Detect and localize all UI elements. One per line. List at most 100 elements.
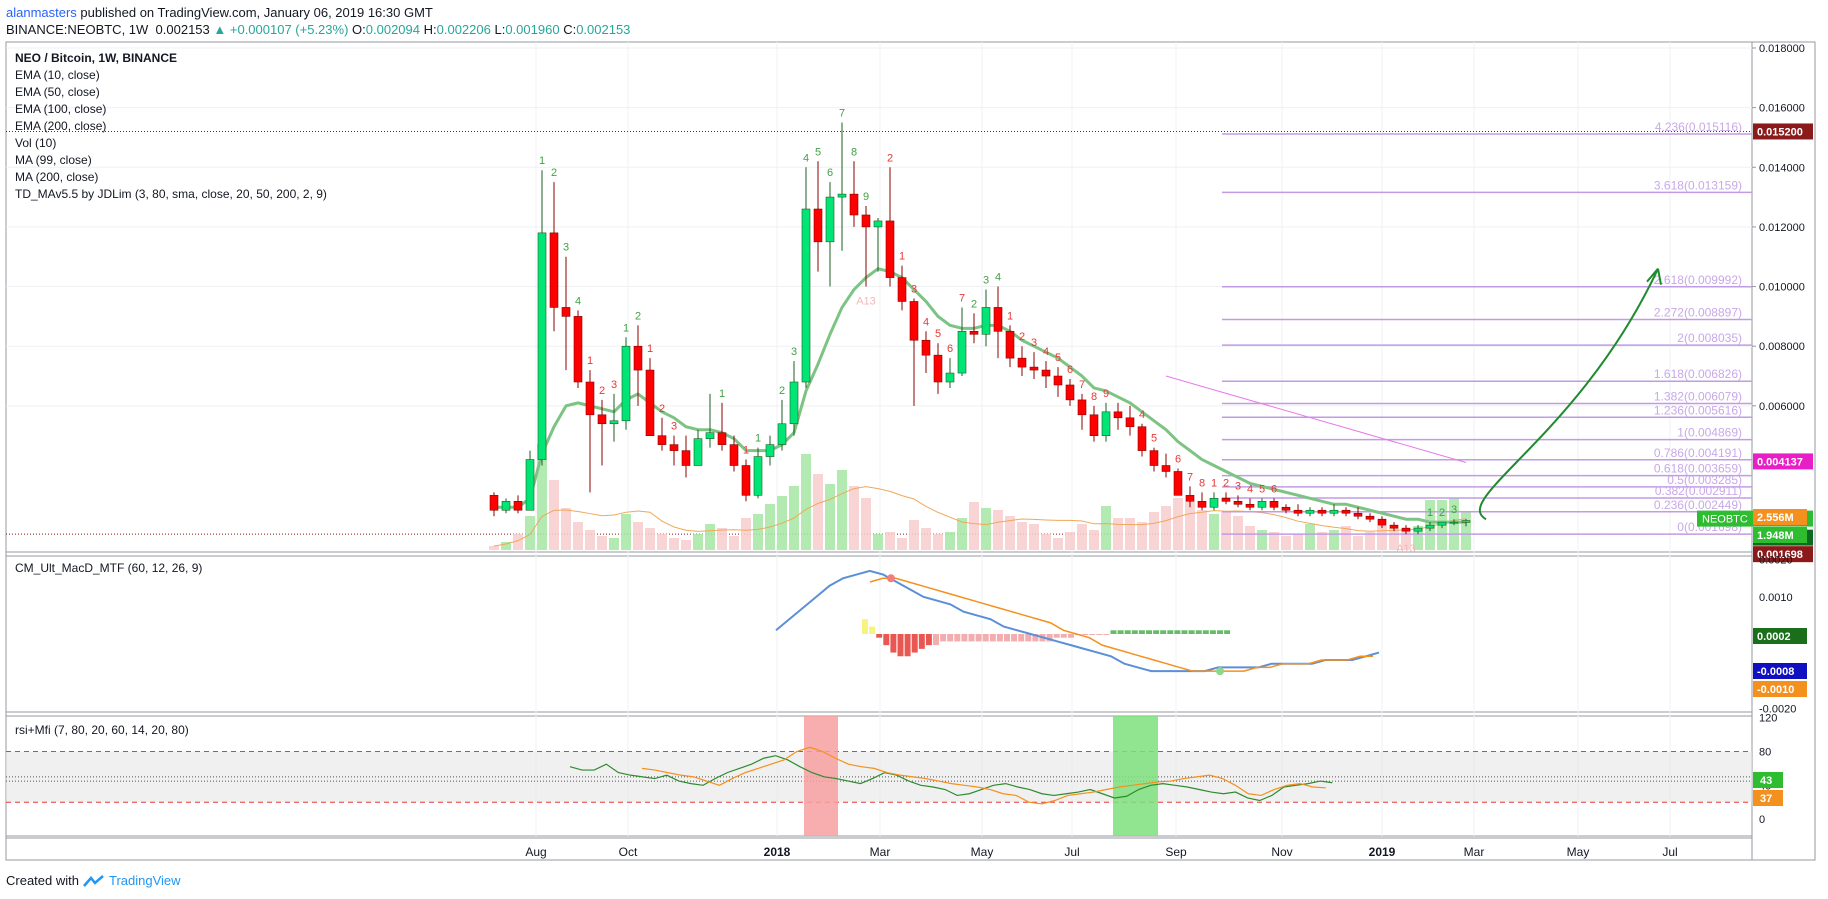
candle-body (717, 432, 727, 445)
volume-bar (489, 546, 499, 550)
legend-item[interactable]: MA (99, close) (15, 153, 92, 167)
td-count-label: 2 (971, 298, 977, 310)
volume-bar (633, 522, 643, 550)
candle-body (1425, 524, 1435, 529)
td-count-label: 1 (719, 388, 725, 400)
rsi-value-tag-label: 43 (1760, 775, 1772, 787)
volume-bar (981, 508, 991, 550)
volume-bar (1401, 530, 1411, 550)
fib-level-label: 1.236(0.005616) (1654, 403, 1742, 417)
legend-item[interactable]: Vol (10) (15, 136, 57, 150)
volume-bar (537, 444, 547, 550)
macd-legend[interactable]: CM_Ult_MacD_MTF (60, 12, 26, 9) (15, 561, 203, 575)
td-count-label: 8 (1091, 391, 1097, 403)
td-count-label: 3 (1031, 337, 1037, 349)
price-change: ▲ +0.000107 (+5.23%) (213, 22, 349, 37)
macd-histogram-bar (1053, 634, 1060, 638)
x-tick-label: Nov (1271, 845, 1292, 859)
candle-body (1341, 509, 1351, 514)
legend-item[interactable]: EMA (100, close) (15, 102, 107, 116)
legend-item[interactable]: EMA (50, close) (15, 85, 100, 99)
macd-histogram-bar (862, 619, 868, 634)
candle-body (633, 345, 643, 371)
publish-line: alanmasters published on TradingView.com… (6, 5, 433, 20)
legend-item[interactable]: MA (200, close) (15, 170, 99, 184)
volume-bar (1137, 522, 1147, 550)
td-count-label: 1 (1427, 507, 1433, 519)
rsi-legend[interactable]: rsi+Mfi (7, 80, 20, 60, 14, 20, 80) (15, 723, 189, 737)
volume-bar (573, 522, 583, 550)
volume-bar (1461, 511, 1471, 550)
volume-bar (1077, 524, 1087, 550)
volume-bar (1113, 518, 1123, 550)
candle-body (489, 495, 499, 511)
candle-body (621, 345, 631, 422)
legend-item[interactable]: TD_MAv5.5 by JDLim (3, 80, sma, close, 2… (15, 187, 327, 201)
volume-bar (1149, 512, 1159, 550)
tradingview-brand[interactable]: TradingView (108, 873, 181, 888)
legend-item[interactable]: EMA (10, close) (15, 68, 100, 82)
candle-body (645, 369, 655, 436)
td-count-label: 4 (575, 295, 581, 307)
volume-bar (1233, 516, 1243, 550)
volume-bar (1377, 526, 1387, 550)
candle-body (945, 372, 955, 383)
candle-body (1041, 369, 1051, 377)
price-tag-label: 0.015200 (1757, 126, 1803, 138)
x-tick-label: May (1567, 845, 1590, 859)
macd-histogram-bar (933, 634, 939, 646)
volume-bar (1221, 512, 1231, 550)
author-link[interactable]: alanmasters (6, 5, 77, 20)
volume-tag-bg (1753, 527, 1807, 543)
volume-bar (705, 524, 715, 550)
volume-ma-line (493, 486, 1467, 547)
td-count-label: 7 (839, 108, 845, 120)
tradingview-logo-icon (83, 874, 104, 887)
chart-header: alanmasters published on TradingView.com… (6, 4, 630, 38)
macd-value-tag-label: 0.0002 (1757, 631, 1791, 643)
td-count-label: 3 (1235, 480, 1241, 492)
td-count-label: 8 (1199, 477, 1205, 489)
macd-signal-line (869, 577, 1374, 672)
td-count-label: 5 (1259, 483, 1265, 495)
candle-body (729, 444, 739, 466)
fib-level-label: 0.786(0.004191) (1654, 446, 1742, 460)
td-count-label: 1 (587, 355, 593, 367)
volume-bar (1065, 532, 1075, 550)
volume-bar (561, 508, 571, 550)
td-count-label: 1 (539, 155, 545, 167)
rsi-oversold-zone (1113, 716, 1158, 836)
candle-body (1029, 366, 1039, 371)
macd-histogram-bar (996, 634, 1003, 642)
legend-title: NEO / Bitcoin, 1W, BINANCE (15, 51, 178, 65)
legend-item[interactable]: EMA (200, close) (15, 119, 107, 133)
volume-bar (549, 480, 559, 550)
volume-bar (1413, 526, 1423, 550)
projection-arrow-head (1646, 268, 1662, 285)
candle-body (1125, 417, 1135, 428)
macd-histogram-bar (869, 626, 876, 634)
macd-histogram-bar (975, 634, 982, 642)
price-tag: 0.004137 (1753, 453, 1813, 470)
x-tick-label: 2018 (764, 845, 791, 859)
candle-body (1449, 521, 1459, 524)
volume-bar (1209, 514, 1219, 550)
candle-body (669, 444, 679, 451)
candle-body (753, 456, 763, 496)
volume-bar (921, 528, 931, 550)
volume-bar (945, 532, 955, 550)
candle-body (837, 193, 847, 198)
fib-level-label: 0.382(0.002911) (1655, 484, 1742, 498)
candle-body (657, 435, 667, 445)
volume-bar (1353, 536, 1363, 550)
candle-body (1317, 509, 1327, 514)
volume-bar (645, 528, 655, 550)
candle-body (1161, 465, 1171, 472)
candle-body (1185, 495, 1195, 502)
volume-bar (1365, 532, 1375, 550)
macd-histogram-bar (968, 634, 975, 642)
candle-body (1113, 411, 1123, 419)
volume-bar (621, 514, 631, 550)
macd-y-tick-label: 0.0020 (1759, 555, 1793, 567)
